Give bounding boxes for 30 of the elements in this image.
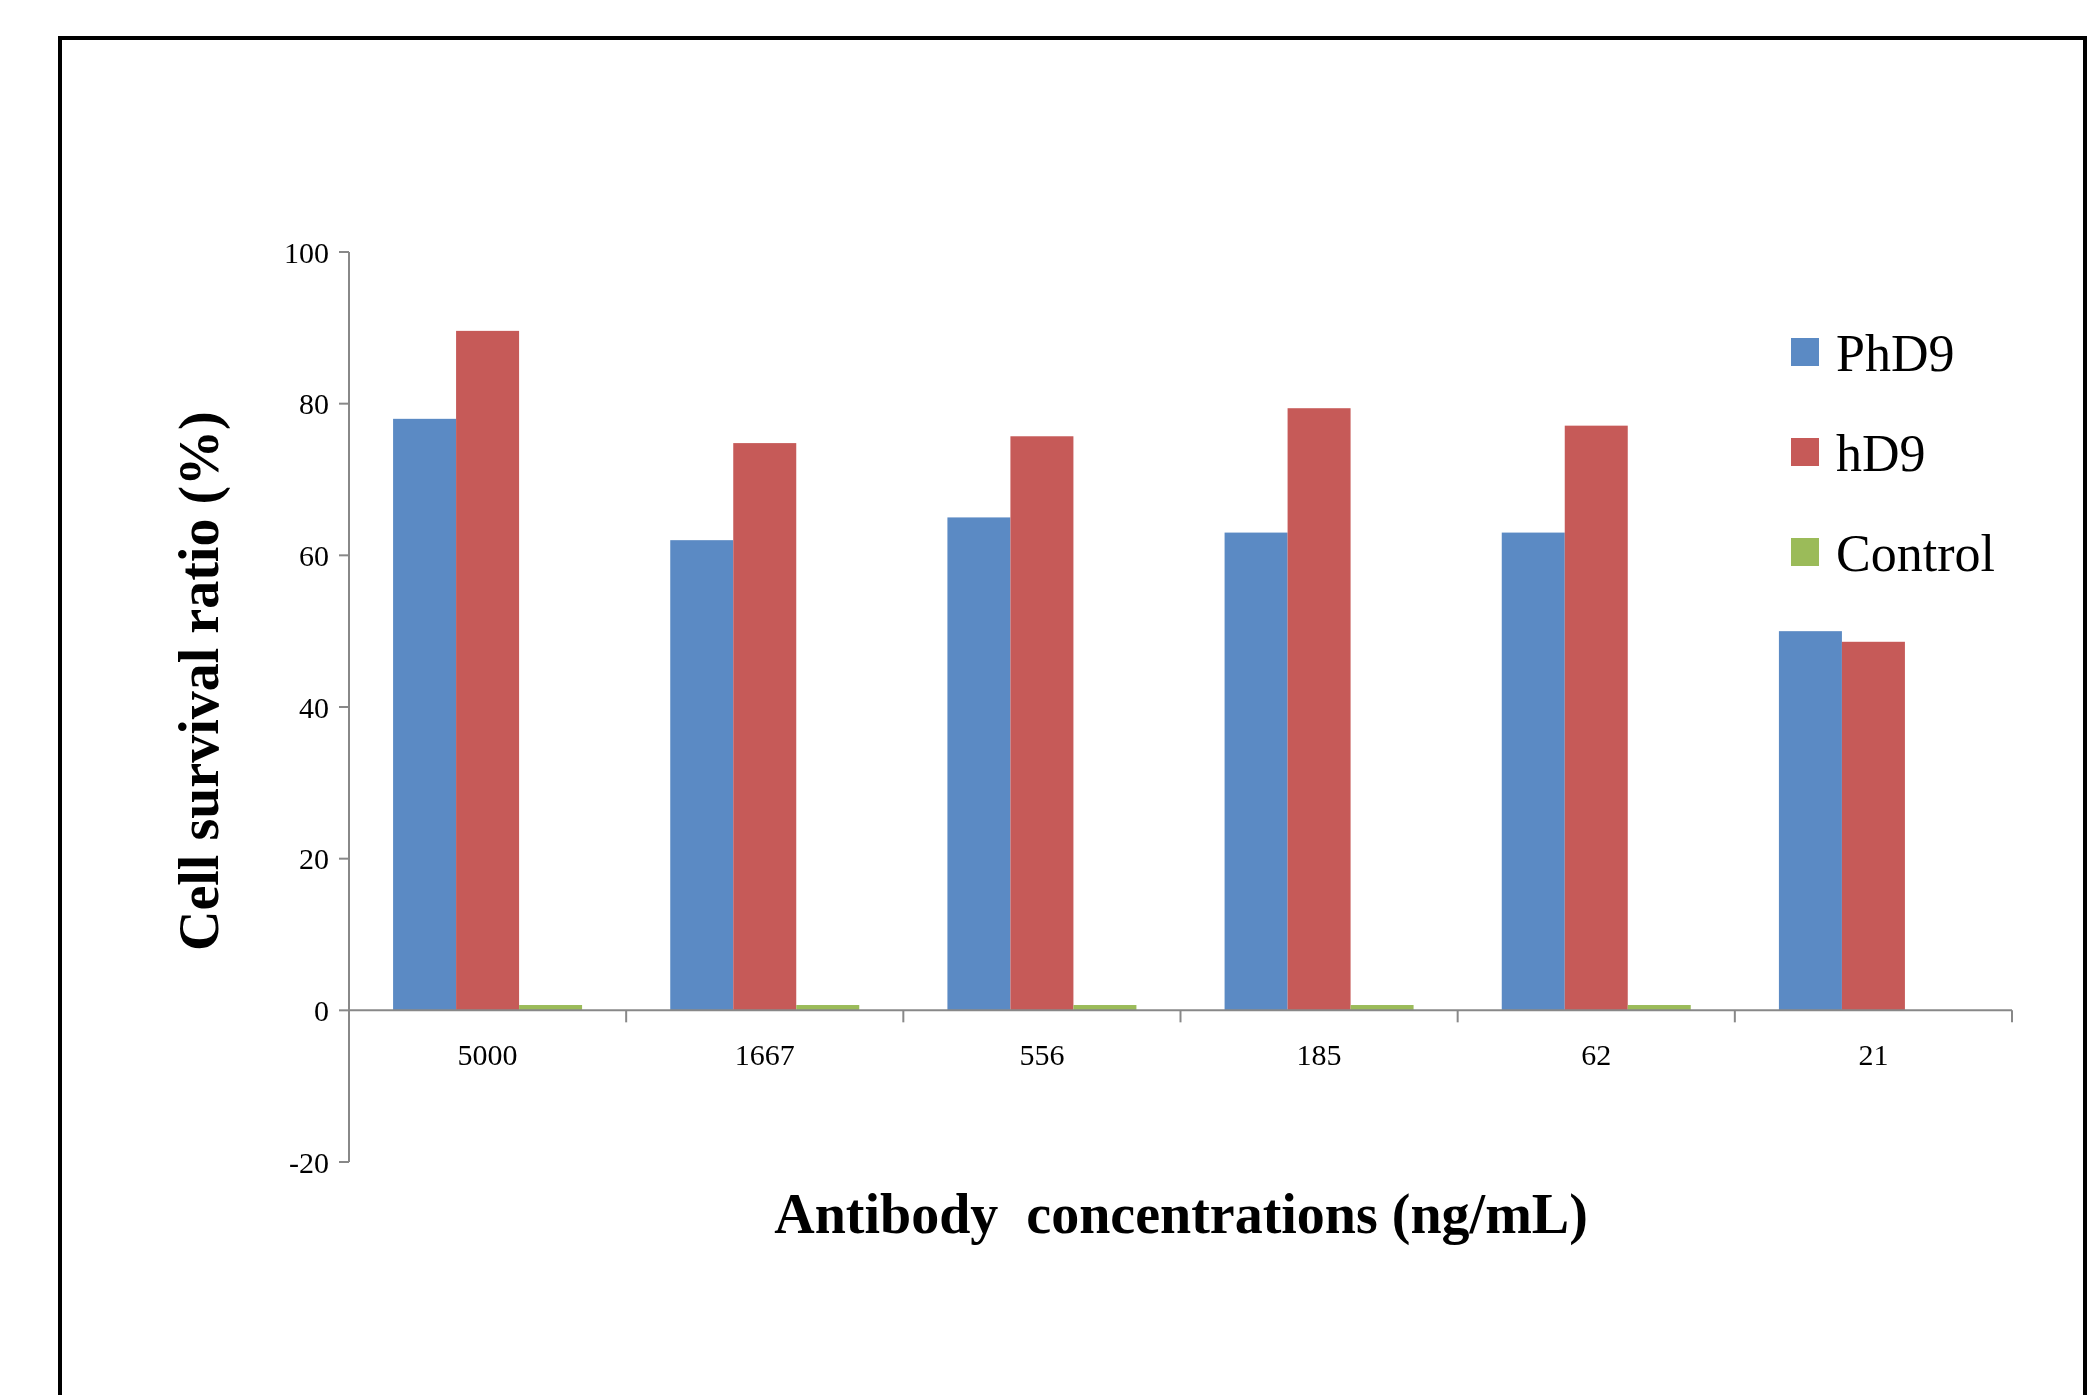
bar: [947, 517, 1011, 1011]
x-tick-label: 62: [1581, 1038, 1612, 1072]
x-tick-label: 5000: [457, 1038, 518, 1072]
x-tick-label: 556: [1019, 1038, 1065, 1072]
y-tick-label: 100: [284, 235, 329, 269]
y-tick-label: 60: [299, 538, 329, 572]
x-tick-label: 21: [1858, 1038, 1889, 1072]
y-tick-label: 0: [314, 993, 329, 1027]
y-axis-title: Cell survival ratio (%): [168, 411, 231, 952]
legend-label: hD9: [1836, 425, 1926, 483]
bar: [1287, 408, 1351, 1011]
bar: [1564, 425, 1628, 1011]
legend-label: Control: [1836, 525, 1995, 583]
bar: [670, 540, 734, 1011]
bar: [1841, 641, 1905, 1011]
y-tick-label: 80: [299, 387, 329, 421]
y-tick-label: 40: [299, 690, 329, 724]
bar: [1224, 532, 1288, 1011]
x-tick-label: 1667: [734, 1038, 795, 1072]
bar: [1010, 436, 1074, 1011]
bar: [456, 330, 520, 1011]
bar: [393, 418, 457, 1011]
legend-label: PhD9: [1836, 325, 1955, 383]
bar: [1501, 532, 1565, 1011]
x-axis-title: Antibody concentrations (ng/mL): [774, 1183, 1588, 1246]
x-tick-label: 185: [1296, 1038, 1342, 1072]
bar: [733, 443, 797, 1011]
y-tick-label: 20: [299, 842, 329, 876]
bar: [1778, 631, 1842, 1011]
y-tick-label: -20: [289, 1145, 329, 1179]
